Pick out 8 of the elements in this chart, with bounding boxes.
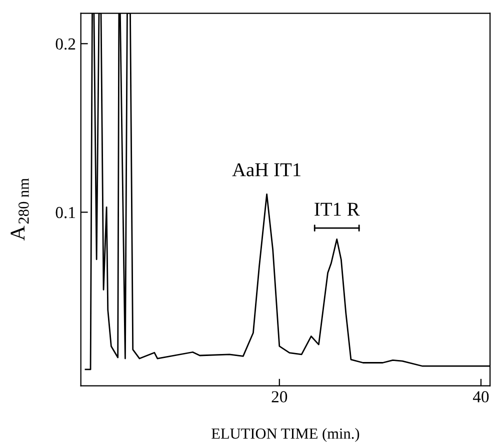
x-axis-title: ELUTION TIME (min.) [212, 428, 360, 442]
x-tick-label: 20 [272, 391, 288, 402]
y-tick-label: 0.2 [56, 38, 76, 50]
annotation: IT1 R [314, 202, 360, 216]
x-tick-label: 40 [472, 391, 489, 402]
y-axis-title: A280 nm [10, 178, 29, 240]
annotation: AaH IT1 [232, 163, 300, 176]
y-tick-label: 0.1 [56, 206, 75, 218]
